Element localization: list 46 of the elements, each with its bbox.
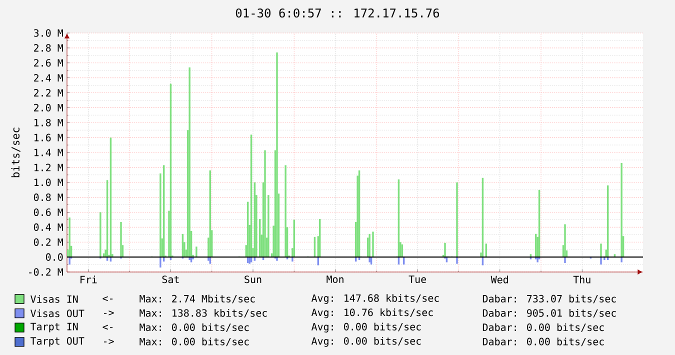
text: Dabar: 733.07 bits/sec — [482, 294, 616, 304]
text: Avg: 0.00 bits/sec — [311, 337, 421, 347]
y-tick-label: 1.2 M — [34, 164, 63, 172]
text: -> — [104, 339, 114, 344]
y-tick-label: 2.2 M — [34, 89, 63, 96]
y-tick-label: 1.0 M — [34, 178, 63, 186]
x-tick-label: Thu — [573, 276, 590, 284]
y-tick-label: 2.4 M — [34, 74, 63, 82]
text: Max: 0.00 bits/sec — [140, 338, 249, 346]
text: Max: 0.00 bits/sec — [140, 323, 249, 332]
y-tick-label: 1.8 M — [34, 118, 63, 126]
y-tick-label: 0.0 — [46, 253, 63, 261]
y-tick-label: 0.4 M — [34, 223, 63, 231]
legend-label: Tarpt OUT — [30, 337, 84, 347]
y-tick-label: -0.2 M — [29, 268, 63, 276]
text: <- — [102, 296, 113, 302]
text: Avg: 147.68 kbits/sec — [311, 294, 439, 304]
y-tick-label: 0.6 M — [34, 208, 63, 216]
chart-title: 01-30 6:0:57 :: 172.17.15.76 — [236, 8, 440, 18]
text: Max: 2.74 Mbits/sec — [140, 294, 255, 304]
text: Avg: 0.00 bits/sec — [311, 322, 421, 332]
y-tick-label: 3.0 M — [34, 29, 63, 37]
y-tick-label: 0.8 M — [34, 194, 63, 202]
y-tick-label: 1.4 M — [34, 148, 63, 156]
x-tick-label: Mon — [326, 276, 344, 284]
legend-label: Visas OUT — [30, 309, 84, 318]
x-tick-label: Fri — [80, 276, 97, 284]
y-tick-label: 1.6 M — [34, 134, 63, 142]
x-tick-label: Sat — [162, 276, 179, 284]
text: Dabar: 0.00 bits/sec — [482, 323, 604, 332]
text: Avg: 10.76 kbits/sec — [311, 308, 433, 318]
x-tick-label: Tue — [408, 276, 426, 284]
x-tick-label: Wed — [490, 276, 508, 284]
y-tick-label: 2.8 M — [34, 44, 63, 52]
text: Max: 138.83 kbits/sec — [140, 309, 267, 318]
text: Dabar: 0.00 bits/sec — [482, 338, 604, 346]
y-tick-label: 2.6 M — [34, 59, 63, 67]
text: -> — [104, 310, 114, 316]
legend-label: Visas IN — [30, 295, 78, 303]
x-tick-label: Sun — [244, 276, 262, 284]
y-tick-label: 0.2 M — [34, 238, 63, 246]
text: <- — [102, 324, 113, 330]
y-tick-label: 2.0 M — [34, 104, 63, 112]
text: Dabar: 905.01 bits/sec — [482, 309, 616, 318]
legend-label: Tarpt IN — [30, 322, 78, 332]
y-axis-title: bits/sec — [11, 128, 20, 178]
